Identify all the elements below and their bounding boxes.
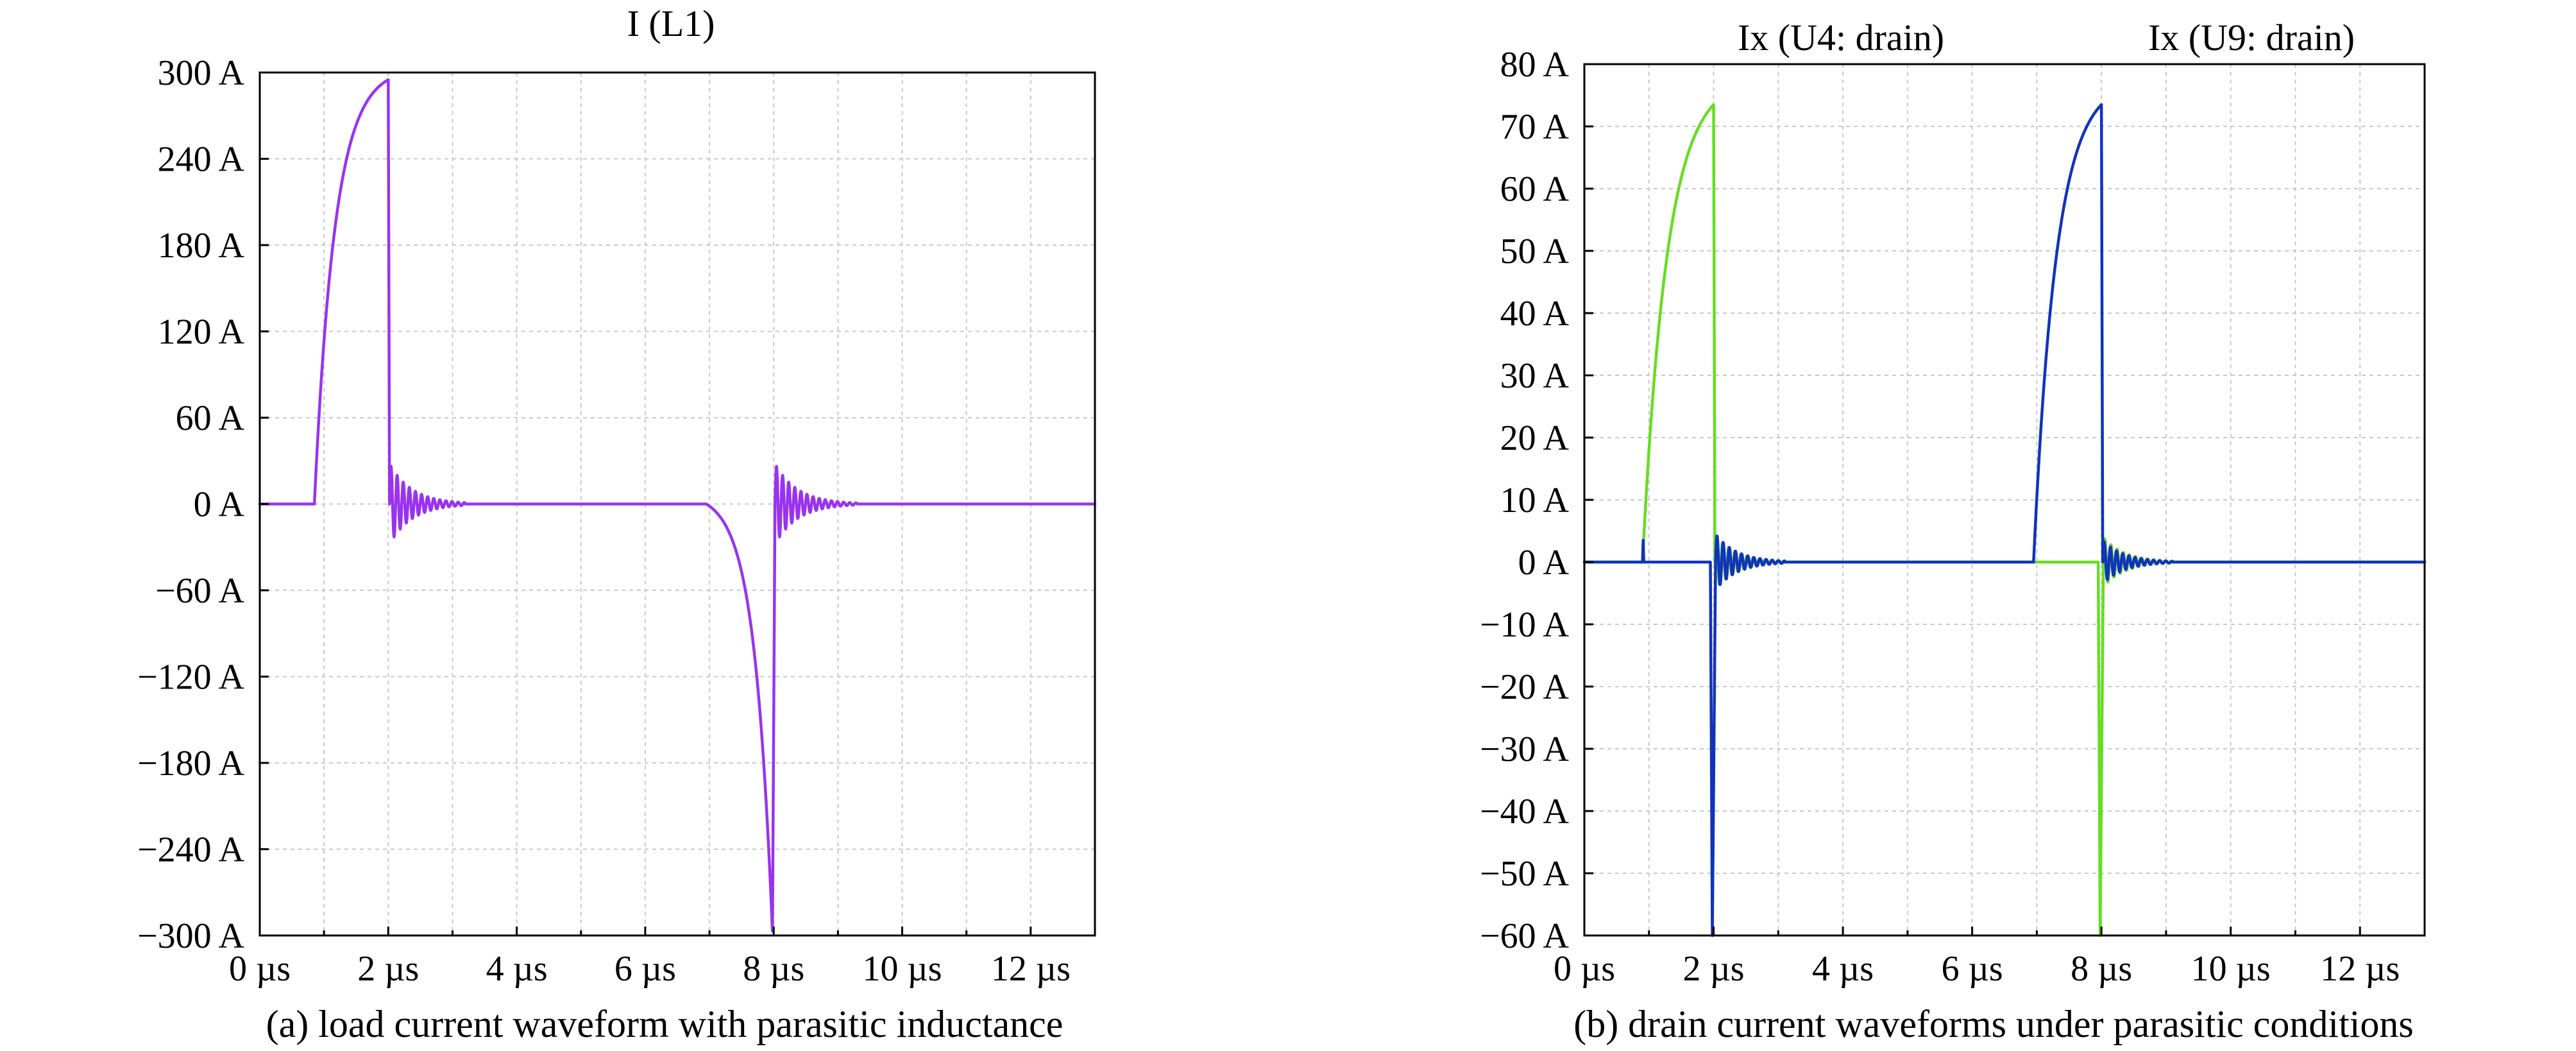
chart-b-y-tick-label-11: −30 A bbox=[1480, 730, 1569, 769]
chart-a-title: I (L1) bbox=[627, 3, 715, 44]
chart-b-y-tick-label-14: −60 A bbox=[1480, 916, 1569, 956]
chart-b-y-tick-label-8: 0 A bbox=[1518, 543, 1570, 583]
chart-b-drain-current: 0 µs 2 µs 4 µs 6 µs 8 µs 10 µs 12 µs 80 A 70 A 60… bbox=[1480, 17, 2427, 1045]
chart-a-y-tick-label-7: −120 A bbox=[137, 658, 244, 697]
chart-b-caption: (b) drain current waveforms under parasi… bbox=[1573, 1003, 2414, 1045]
chart-a-caption: (a) load current waveform with parasitic… bbox=[266, 1003, 1063, 1045]
chart-a-x-tick-label-2: 4 µs bbox=[486, 949, 548, 989]
chart-a-y-tick-label-0: 300 A bbox=[158, 53, 245, 93]
chart-b-y-tick-label-13: −50 A bbox=[1480, 854, 1569, 894]
chart-a-series-0 bbox=[258, 78, 1097, 933]
chart-b-y-tick-label-4: 40 A bbox=[1500, 294, 1570, 334]
chart-a-y-tick-label-10: −300 A bbox=[137, 916, 244, 956]
chart-b-x-tick-label-2: 4 µs bbox=[1812, 949, 1874, 989]
chart-a-y-tick-label-5: 0 A bbox=[194, 485, 245, 525]
chart-b-x-tick-label-5: 10 µs bbox=[2191, 949, 2271, 989]
chart-b-y-tick-label-1: 70 A bbox=[1500, 107, 1570, 147]
chart-a-x-tick-label-4: 8 µs bbox=[743, 949, 804, 989]
chart-a-y-tick-label-4: 60 A bbox=[176, 398, 245, 438]
chart-a-x-tick-label-1: 2 µs bbox=[357, 949, 419, 989]
chart-a-y-tick-label-8: −180 A bbox=[137, 744, 244, 783]
chart-a-ticks: 0 µs 2 µs 4 µs 6 µs 8 µs 10 µs 12 µs 300 A 240 A… bbox=[137, 53, 1096, 989]
chart-b-x-tick-label-6: 12 µs bbox=[2320, 949, 2400, 989]
chart-b-x-tick-label-3: 6 µs bbox=[1942, 949, 2003, 989]
chart-a-y-tick-label-1: 240 A bbox=[158, 140, 245, 180]
chart-b-series bbox=[1582, 103, 2427, 937]
chart-b-x-tick-label-0: 0 µs bbox=[1554, 949, 1615, 989]
chart-b-annotation-u9: Ix (U9: drain) bbox=[2148, 17, 2355, 58]
chart-b-y-tick-label-6: 20 A bbox=[1500, 418, 1570, 458]
chart-a-load-current: 0 µs 2 µs 4 µs 6 µs 8 µs 10 µs 12 µs 300 A 240 A… bbox=[137, 3, 1097, 1045]
chart-b-y-tick-label-12: −40 A bbox=[1480, 792, 1569, 832]
chart-b-ticks: 0 µs 2 µs 4 µs 6 µs 8 µs 10 µs 12 µs 80 A 70 A 60… bbox=[1480, 45, 2426, 989]
chart-b-y-tick-label-7: 10 A bbox=[1500, 481, 1570, 520]
chart-b-y-tick-label-3: 50 A bbox=[1500, 232, 1570, 271]
chart-a-y-tick-label-6: −60 A bbox=[155, 571, 244, 611]
chart-a-series bbox=[258, 78, 1097, 933]
chart-b-x-tick-label-1: 2 µs bbox=[1683, 949, 1745, 989]
chart-a-x-tick-label-3: 6 µs bbox=[614, 949, 676, 989]
chart-a-x-tick-label-5: 10 µs bbox=[863, 949, 942, 989]
chart-b-y-tick-label-10: −20 A bbox=[1480, 667, 1569, 707]
chart-b-series-1 bbox=[1582, 103, 2427, 937]
chart-a-x-tick-label-0: 0 µs bbox=[229, 949, 291, 989]
chart-a-y-tick-label-9: −240 A bbox=[137, 830, 244, 870]
chart-b-annotation-u4: Ix (U4: drain) bbox=[1738, 17, 1944, 58]
chart-a-y-tick-label-2: 180 A bbox=[158, 226, 245, 266]
chart-a-x-tick-label-6: 12 µs bbox=[991, 949, 1071, 989]
chart-b-y-tick-label-0: 80 A bbox=[1500, 45, 1570, 85]
chart-b-y-tick-label-5: 30 A bbox=[1500, 356, 1570, 396]
chart-a-y-tick-label-3: 120 A bbox=[158, 312, 245, 352]
chart-b-y-tick-label-9: −10 A bbox=[1480, 605, 1569, 645]
chart-b-x-tick-label-4: 8 µs bbox=[2071, 949, 2132, 989]
chart-b-y-tick-label-2: 60 A bbox=[1500, 169, 1570, 209]
